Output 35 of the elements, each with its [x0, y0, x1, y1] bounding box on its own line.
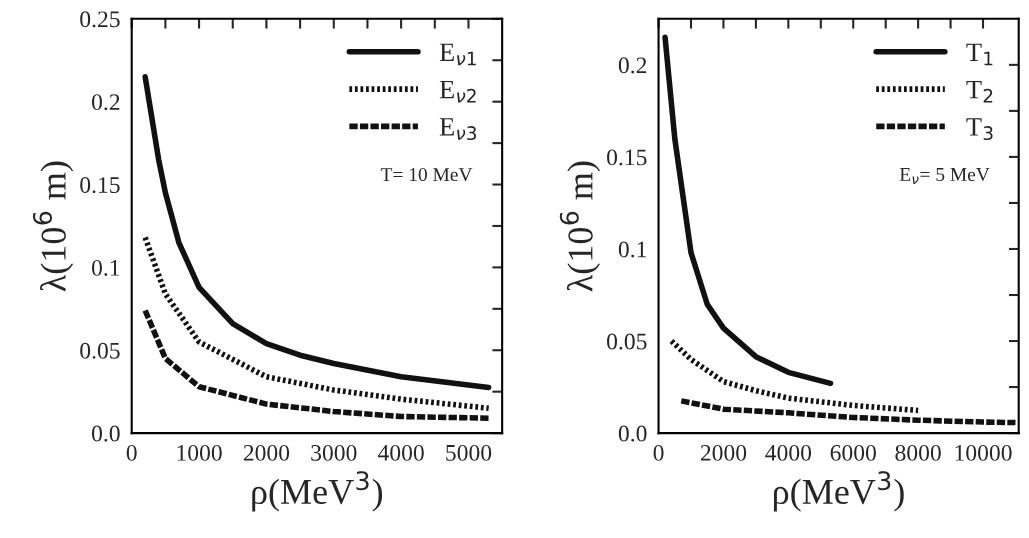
x-tick-label: 2000: [700, 444, 747, 461]
legend-label: E$_{ν3}$: [439, 118, 477, 141]
x-tick-label: 0: [126, 444, 137, 461]
x-tick-label: 0: [653, 444, 664, 461]
y-axis-title: λ(10$^{6}$ m): [32, 161, 74, 292]
x-axis-title: ρ(MeV$^{3}$): [773, 471, 904, 512]
x-tick-label: 5000: [446, 444, 492, 461]
legend-label: E$_{ν1}$: [439, 43, 476, 66]
y-axis-title: λ(10$^{6}$ m): [559, 161, 601, 292]
x-tick-label: 4000: [377, 444, 424, 461]
y-tick-label: 0.2: [618, 57, 647, 74]
legend-label: T$_{3}$: [966, 118, 993, 141]
x-tick-label: 8000: [895, 444, 941, 461]
y-tick-label: 0.1: [618, 241, 647, 258]
y-tick-label: 0.15: [607, 149, 647, 166]
x-tick-label: 4000: [765, 444, 812, 461]
annotation: E$_{ν}$= 5 MeV: [899, 168, 990, 185]
x-axis-title: ρ(MeV$^{3}$): [252, 471, 383, 512]
legend-label: T$_{1}$: [966, 43, 993, 66]
x-tick-label: 6000: [830, 444, 876, 461]
y-tick-label: 0.2: [91, 94, 120, 111]
y-tick-label: 0.1: [91, 259, 120, 276]
y-tick-label: 0.15: [80, 177, 120, 194]
x-tick-label: 3000: [311, 444, 357, 461]
annotation: T= 10 MeV: [380, 167, 473, 182]
x-tick-label: 1000: [177, 444, 222, 461]
x-tick-label: 2000: [243, 444, 290, 461]
legend-label: T$_{2}$: [966, 80, 993, 103]
y-tick-label: 0.0: [91, 425, 120, 442]
y-tick-label: 0.05: [607, 333, 647, 350]
y-tick-label: 0.05: [80, 342, 120, 359]
x-tick-label: 10000: [955, 444, 1012, 461]
legend-label: E$_{ν2}$: [439, 80, 476, 103]
y-tick-label: 0.25: [80, 11, 120, 28]
y-tick-label: 0.0: [618, 425, 647, 442]
